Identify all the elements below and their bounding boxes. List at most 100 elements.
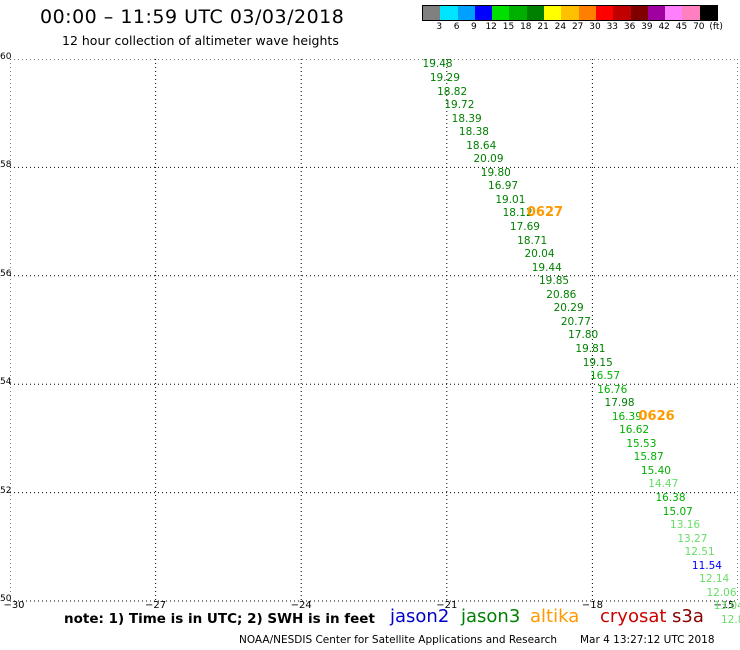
pass-time-label: 0626 xyxy=(638,408,675,424)
color-legend-labels: 3 6 9 12 15 18 21 24 27 30 33 36 39 42 45 70 (ft) xyxy=(422,22,732,34)
legend-swatch xyxy=(509,6,527,20)
wave-height-value: 19.01 xyxy=(495,193,526,206)
satellite-legend-s3a: s3a xyxy=(672,606,704,627)
legend-swatch xyxy=(682,6,700,20)
lon-tick-label: −30 xyxy=(3,600,25,611)
satellite-legend-jason2: jason2 xyxy=(390,606,450,627)
wave-height-value: 20.04 xyxy=(524,248,555,261)
lon-tick-label: −24 xyxy=(290,600,312,611)
wave-height-value: 19.85 xyxy=(539,275,570,288)
legend-label: 70 xyxy=(693,22,705,32)
wave-height-value: 14.47 xyxy=(648,478,679,491)
satellite-legend-cryosat: cryosat xyxy=(600,606,667,627)
legend-label: 6 xyxy=(453,22,460,32)
wave-height-value: 18.12 xyxy=(502,207,533,220)
wave-height-value: 17.80 xyxy=(568,329,599,342)
wave-height-value: 11.54 xyxy=(691,559,722,572)
wave-height-value: 18.71 xyxy=(517,234,548,247)
footer-note: note: 1) Time is in UTC; 2) SWH is in fe… xyxy=(64,611,375,627)
wave-height-value: 20.86 xyxy=(546,288,577,301)
legend-label: 42 xyxy=(658,22,670,32)
wave-height-value: 16.76 xyxy=(597,383,628,396)
wave-height-value: 19.15 xyxy=(582,356,613,369)
legend-label: 21 xyxy=(537,22,549,32)
wave-height-value: 18.64 xyxy=(466,139,497,152)
legend-label: 39 xyxy=(641,22,653,32)
wave-height-value: 13.16 xyxy=(670,519,701,532)
legend-swatch xyxy=(647,6,666,20)
wave-height-value: 20.29 xyxy=(553,302,584,315)
legend-swatch xyxy=(440,6,458,20)
legend-label: 33 xyxy=(606,22,619,32)
wave-height-value: 12.14 xyxy=(699,573,730,586)
legend-label: 12 xyxy=(485,22,497,32)
legend-swatch xyxy=(613,6,631,20)
lat-tick-label: 50 xyxy=(0,594,12,604)
lon-tick-label: −18 xyxy=(581,600,603,611)
lon-tick-label: −27 xyxy=(145,600,167,611)
timestamp-text: Mar 4 13:27:12 UTC 2018 xyxy=(580,634,715,646)
legend-label: 18 xyxy=(520,22,532,32)
wave-height-value: 19.29 xyxy=(429,71,460,84)
lat-tick-label: 56 xyxy=(0,268,12,279)
pass-time-label: 0627 xyxy=(526,205,564,221)
wave-height-value: 19.48 xyxy=(422,58,453,71)
lon-tick-label: −21 xyxy=(436,600,458,611)
legend-swatch xyxy=(595,6,614,20)
wave-height-value: 16.62 xyxy=(619,424,650,437)
wave-height-value: 16.38 xyxy=(655,492,686,505)
legend-swatch xyxy=(699,6,718,20)
lat-tick-label: 52 xyxy=(0,485,12,496)
wave-height-value: 12.06 xyxy=(706,586,737,599)
wave-height-value: 18.38 xyxy=(458,126,489,139)
satellite-legend-jason3: jason3 xyxy=(461,606,521,627)
legend-label: 15 xyxy=(502,22,515,32)
legend-swatch xyxy=(561,6,579,20)
wave-height-value: 15.40 xyxy=(640,464,671,477)
wave-height-value: 16.97 xyxy=(488,180,519,193)
legend-label: 27 xyxy=(571,22,584,32)
wave-height-value: 15.87 xyxy=(633,451,664,464)
wave-height-value: 13.04 xyxy=(713,600,740,613)
legend-swatch xyxy=(630,6,648,20)
wave-height-value: 13.27 xyxy=(677,532,708,545)
legend-label: 3 xyxy=(436,22,443,32)
lat-tick-label: 60 xyxy=(0,52,12,62)
color-legend xyxy=(422,5,719,21)
wave-height-value: 19.44 xyxy=(531,261,562,274)
wave-height-value: 16.39 xyxy=(611,410,642,423)
wave-height-value: 15.07 xyxy=(662,505,693,518)
credit-text: NOAA/NESDIS Center for Satellite Applica… xyxy=(239,634,557,646)
wave-height-value: 18.82 xyxy=(437,85,468,98)
wave-height-value: 16.57 xyxy=(589,370,621,383)
wave-height-value: 19.72 xyxy=(444,99,475,112)
legend-swatch xyxy=(474,6,493,20)
satellite-legend-altika: altika xyxy=(530,606,580,627)
wave-height-value: 20.09 xyxy=(473,153,504,166)
legend-swatch xyxy=(526,6,545,20)
legend-swatch xyxy=(423,6,441,20)
wave-height-value: 19.81 xyxy=(575,342,606,355)
legend-label: 24 xyxy=(554,22,567,32)
lat-tick-label: 58 xyxy=(0,160,12,171)
legend-label: 45 xyxy=(675,22,688,32)
lat-tick-label: 54 xyxy=(0,377,12,388)
legend-label: (ft) xyxy=(709,22,723,32)
legend-swatch xyxy=(665,6,683,20)
lon-tick-label: −15 xyxy=(713,600,735,611)
legend-swatch xyxy=(578,6,596,20)
wave-height-value: 17.98 xyxy=(604,397,635,410)
wave-height-value: 18.39 xyxy=(451,112,482,125)
legend-label: 30 xyxy=(589,22,601,32)
legend-swatch xyxy=(457,6,475,20)
legend-swatch xyxy=(492,6,510,20)
wave-height-value: 17.69 xyxy=(509,221,540,234)
map-title: 00:00 – 11:59 UTC 03/03/2018 xyxy=(40,6,345,28)
wave-height-value: 15.53 xyxy=(626,437,657,450)
map-subtitle: 12 hour collection of altimeter wave hei… xyxy=(62,33,339,48)
legend-swatch xyxy=(544,6,562,20)
wave-height-value: 20.77 xyxy=(560,315,591,328)
wave-height-value: 12.51 xyxy=(684,546,715,559)
wave-height-value: 19.80 xyxy=(480,166,511,179)
wave-height-map xyxy=(10,59,738,602)
